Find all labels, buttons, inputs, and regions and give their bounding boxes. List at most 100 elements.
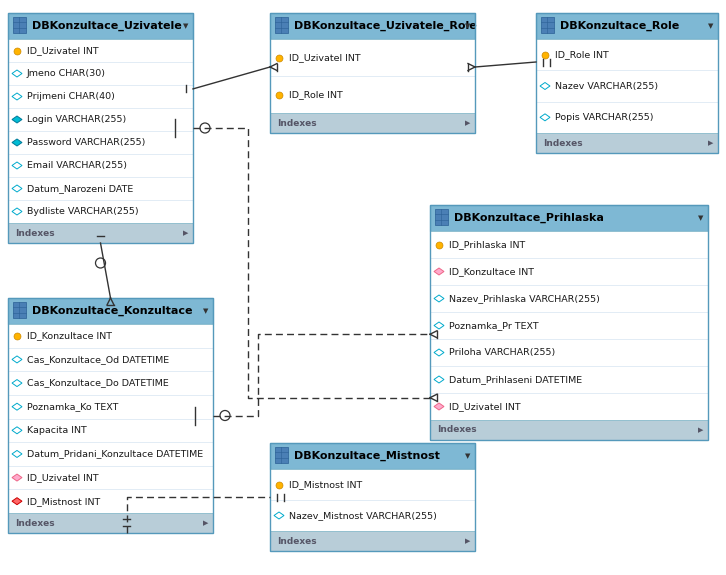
Polygon shape	[434, 349, 444, 356]
FancyBboxPatch shape	[275, 17, 288, 33]
Text: Indexes: Indexes	[15, 228, 54, 237]
Text: ▼: ▼	[698, 215, 703, 221]
Polygon shape	[12, 185, 22, 192]
Text: ▶: ▶	[465, 120, 470, 126]
Text: ID_Uzivatel INT: ID_Uzivatel INT	[27, 46, 99, 55]
Polygon shape	[540, 82, 550, 90]
Text: Indexes: Indexes	[543, 139, 583, 148]
FancyBboxPatch shape	[270, 531, 475, 551]
Polygon shape	[12, 162, 22, 169]
FancyBboxPatch shape	[430, 420, 708, 440]
Polygon shape	[12, 498, 22, 505]
Polygon shape	[12, 474, 22, 481]
FancyBboxPatch shape	[8, 223, 193, 243]
Text: ▼: ▼	[708, 23, 713, 29]
Text: Datum_Pridani_Konzultace DATETIME: Datum_Pridani_Konzultace DATETIME	[27, 450, 203, 458]
Text: ID_Uzivatel INT: ID_Uzivatel INT	[289, 53, 361, 62]
FancyBboxPatch shape	[536, 39, 718, 133]
Text: Datum_Narozeni DATE: Datum_Narozeni DATE	[27, 184, 134, 193]
Text: DBKonzultace_Uzivatele: DBKonzultace_Uzivatele	[32, 21, 182, 31]
Polygon shape	[12, 356, 22, 363]
Text: Indexes: Indexes	[277, 118, 317, 128]
Text: ▼: ▼	[203, 308, 208, 314]
Text: DBKonzultace_Role: DBKonzultace_Role	[560, 21, 680, 31]
Text: Prijmeni CHAR(40): Prijmeni CHAR(40)	[27, 92, 115, 101]
FancyBboxPatch shape	[8, 298, 213, 324]
FancyBboxPatch shape	[435, 209, 448, 225]
Polygon shape	[12, 116, 22, 123]
Text: DBKonzultace_Mistnost: DBKonzultace_Mistnost	[294, 451, 440, 461]
FancyBboxPatch shape	[430, 231, 708, 420]
Polygon shape	[12, 93, 22, 100]
Text: DBKonzultace_Uzivatele_Role: DBKonzultace_Uzivatele_Role	[294, 21, 477, 31]
Text: ID_Prihlaska INT: ID_Prihlaska INT	[449, 240, 525, 249]
Polygon shape	[12, 139, 22, 146]
FancyBboxPatch shape	[8, 513, 213, 533]
FancyBboxPatch shape	[8, 39, 193, 223]
FancyBboxPatch shape	[536, 133, 718, 153]
Text: ID_Uzivatel INT: ID_Uzivatel INT	[27, 473, 99, 482]
Text: Email VARCHAR(255): Email VARCHAR(255)	[27, 161, 127, 170]
Text: Jmeno CHAR(30): Jmeno CHAR(30)	[27, 69, 106, 78]
Polygon shape	[540, 114, 550, 121]
Polygon shape	[274, 512, 284, 519]
Polygon shape	[434, 268, 444, 275]
FancyBboxPatch shape	[8, 13, 193, 39]
Text: Kapacita INT: Kapacita INT	[27, 426, 86, 435]
FancyBboxPatch shape	[13, 17, 26, 33]
Text: Cas_Konzultace_Do DATETIME: Cas_Konzultace_Do DATETIME	[27, 378, 168, 388]
Text: Popis VARCHAR(255): Popis VARCHAR(255)	[555, 113, 653, 122]
FancyBboxPatch shape	[270, 39, 475, 113]
FancyBboxPatch shape	[13, 302, 26, 318]
Text: Datum_Prihlaseni DATETIME: Datum_Prihlaseni DATETIME	[449, 375, 582, 384]
Text: ▼: ▼	[183, 23, 188, 29]
Text: ▶: ▶	[698, 427, 703, 433]
Text: ID_Konzultace INT: ID_Konzultace INT	[449, 267, 534, 276]
Text: ID_Role INT: ID_Role INT	[289, 90, 343, 99]
Text: Indexes: Indexes	[437, 426, 477, 435]
Polygon shape	[12, 380, 22, 386]
Text: DBKonzultace_Prihlaska: DBKonzultace_Prihlaska	[454, 213, 604, 223]
Text: ID_Uzivatel INT: ID_Uzivatel INT	[449, 402, 521, 411]
FancyBboxPatch shape	[270, 443, 475, 469]
Text: Nazev_Prihlaska VARCHAR(255): Nazev_Prihlaska VARCHAR(255)	[449, 294, 600, 303]
Text: Indexes: Indexes	[15, 519, 54, 527]
Text: ID_Role INT: ID_Role INT	[555, 50, 608, 59]
Text: Poznamka_Pr TEXT: Poznamka_Pr TEXT	[449, 321, 539, 330]
Text: Password VARCHAR(255): Password VARCHAR(255)	[27, 138, 145, 147]
FancyBboxPatch shape	[541, 17, 554, 33]
Polygon shape	[12, 208, 22, 215]
FancyBboxPatch shape	[270, 13, 475, 39]
Text: ▼: ▼	[465, 23, 470, 29]
Text: ▶: ▶	[708, 140, 713, 146]
Text: Nazev_Mistnost VARCHAR(255): Nazev_Mistnost VARCHAR(255)	[289, 511, 437, 520]
Text: Nazev VARCHAR(255): Nazev VARCHAR(255)	[555, 82, 658, 90]
Text: Priloha VARCHAR(255): Priloha VARCHAR(255)	[449, 348, 555, 357]
FancyBboxPatch shape	[536, 13, 718, 39]
Polygon shape	[434, 322, 444, 329]
FancyBboxPatch shape	[275, 447, 288, 463]
Text: ▶: ▶	[465, 538, 470, 544]
Text: ▼: ▼	[465, 453, 470, 459]
Polygon shape	[12, 403, 22, 410]
FancyBboxPatch shape	[270, 113, 475, 133]
Text: Indexes: Indexes	[277, 536, 317, 546]
FancyBboxPatch shape	[270, 469, 475, 531]
Text: Bydliste VARCHAR(255): Bydliste VARCHAR(255)	[27, 207, 139, 216]
Text: ▶: ▶	[203, 520, 208, 526]
Text: DBKonzultace_Konzultace: DBKonzultace_Konzultace	[32, 306, 192, 316]
Polygon shape	[12, 70, 22, 77]
Text: Cas_Konzultace_Od DATETIME: Cas_Konzultace_Od DATETIME	[27, 355, 169, 364]
Polygon shape	[434, 403, 444, 410]
FancyBboxPatch shape	[8, 324, 213, 513]
Text: Login VARCHAR(255): Login VARCHAR(255)	[27, 115, 126, 124]
FancyBboxPatch shape	[430, 205, 708, 231]
Polygon shape	[12, 450, 22, 458]
Text: Poznamka_Ko TEXT: Poznamka_Ko TEXT	[27, 402, 118, 411]
Polygon shape	[434, 295, 444, 302]
Text: ▶: ▶	[183, 230, 188, 236]
Text: ID_Konzultace INT: ID_Konzultace INT	[27, 331, 112, 340]
Polygon shape	[12, 427, 22, 434]
Text: ID_Mistnost INT: ID_Mistnost INT	[289, 480, 362, 489]
Polygon shape	[434, 376, 444, 383]
